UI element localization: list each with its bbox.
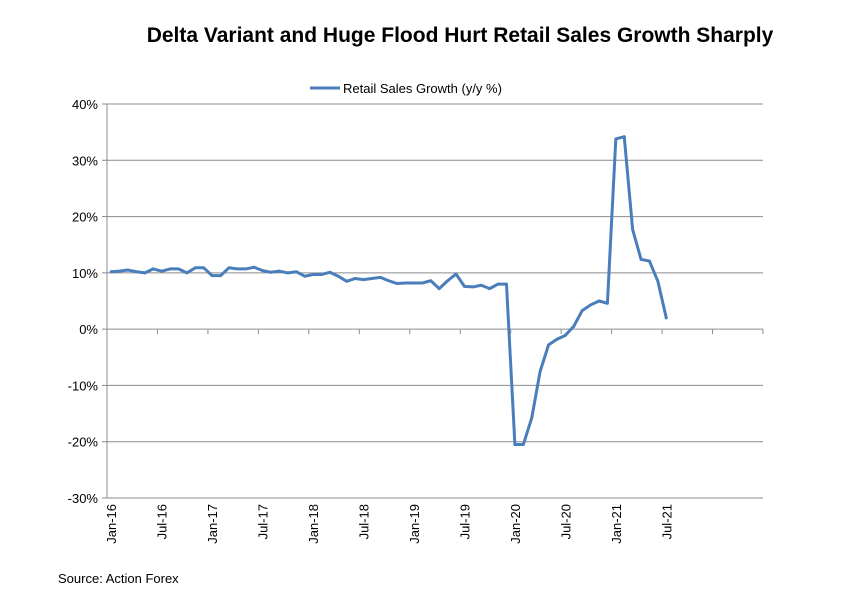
y-tick-label: 0%	[79, 322, 98, 337]
x-tick-label: Jan-20	[508, 504, 523, 544]
data-point	[252, 265, 256, 269]
data-point	[118, 269, 122, 273]
y-axis-ticks: -30% -20% -10% 0% 10% 20% 30% 40%	[68, 97, 107, 506]
x-axis-ticks: Jan-16 Jul-16 Jan-17 Jul-17 Jan-18 Jul-18 Jan-…	[104, 504, 674, 544]
data-point	[420, 281, 424, 285]
x-tick-label: Jul-21	[659, 504, 674, 539]
data-point	[362, 278, 365, 282]
data-point	[328, 270, 332, 274]
data-point	[479, 283, 483, 287]
data-point	[160, 269, 164, 273]
chart-title: Delta Variant and Huge Flood Hurt Retail…	[146, 24, 774, 47]
data-point	[311, 273, 315, 276]
data-point	[648, 259, 651, 263]
data-point	[303, 274, 307, 278]
data-point	[126, 268, 130, 272]
data-point	[269, 270, 273, 274]
data-point	[210, 274, 214, 278]
data-point	[219, 274, 222, 278]
data-point	[353, 277, 357, 280]
x-tick-label: Jan-17	[205, 504, 220, 544]
x-tick-label: Jan-19	[407, 504, 422, 544]
gridlines	[107, 103, 763, 443]
data-point	[547, 343, 550, 347]
x-tick-label: Jan-18	[306, 504, 321, 544]
x-tick-label: Jul-20	[558, 504, 573, 539]
data-point	[463, 284, 466, 288]
data-point	[227, 266, 231, 270]
data-point	[496, 282, 500, 286]
data-point	[513, 443, 517, 446]
x-tick-label: Jul-17	[256, 504, 271, 539]
data-point	[345, 279, 349, 283]
data-point	[446, 279, 450, 283]
x-tick-label: Jul-16	[155, 504, 170, 539]
y-tick-label: -10%	[68, 378, 99, 393]
data-point	[437, 287, 441, 291]
x-tick-label: Jul-18	[357, 504, 372, 539]
data-point	[177, 267, 180, 271]
data-point	[555, 337, 559, 341]
data-point	[185, 271, 189, 275]
x-tick-label: Jan-21	[609, 504, 624, 544]
data-point	[563, 333, 567, 337]
y-tick-label: 30%	[72, 153, 98, 168]
y-tick-label: 10%	[72, 266, 98, 281]
data-point	[521, 443, 525, 446]
data-point	[664, 316, 668, 320]
data-point	[244, 267, 248, 271]
data-point	[387, 279, 391, 283]
data-point	[631, 228, 635, 231]
axes	[106, 104, 764, 499]
data-point	[378, 275, 382, 279]
data-point	[370, 277, 374, 280]
data-point	[614, 137, 618, 141]
data-point	[143, 271, 147, 275]
data-point	[488, 287, 492, 291]
x-tick-label: Jul-19	[457, 504, 472, 539]
y-tick-label: -20%	[68, 435, 99, 450]
data-point	[395, 282, 399, 285]
data-point	[589, 303, 592, 307]
legend: Retail Sales Growth (y/y %)	[310, 81, 502, 96]
data-point	[151, 267, 155, 271]
legend-label: Retail Sales Growth (y/y %)	[343, 81, 502, 96]
data-point	[202, 266, 206, 270]
y-tick-label: 40%	[72, 97, 98, 112]
data-point	[606, 301, 609, 305]
x-tick-label: Jan-16	[104, 504, 119, 544]
data-point	[639, 257, 643, 261]
data-point	[278, 269, 281, 273]
data-point	[168, 267, 172, 271]
data-point	[454, 272, 458, 276]
source-note: Source: Action Forex	[58, 571, 179, 586]
data-point	[404, 281, 407, 285]
y-tick-label: -30%	[68, 491, 99, 506]
data-point	[193, 266, 197, 270]
data-point	[261, 269, 264, 273]
y-tick-label: 20%	[72, 210, 98, 225]
data-point	[294, 270, 298, 274]
data-point	[656, 279, 660, 283]
data-point	[235, 267, 239, 271]
data-point	[286, 271, 290, 275]
data-point	[505, 282, 508, 286]
series-line-0	[109, 135, 668, 447]
data-point	[429, 279, 433, 283]
data-point	[597, 299, 601, 303]
data-point	[471, 285, 475, 289]
data-point	[530, 416, 534, 420]
data-point	[572, 324, 576, 328]
data-point	[135, 270, 138, 274]
data-point	[109, 270, 113, 274]
data-point	[412, 281, 416, 285]
data-point	[622, 135, 626, 139]
data-point	[320, 273, 323, 276]
data-point	[580, 309, 584, 312]
data-point	[538, 369, 542, 373]
series-group	[109, 135, 668, 447]
data-point	[336, 274, 340, 278]
